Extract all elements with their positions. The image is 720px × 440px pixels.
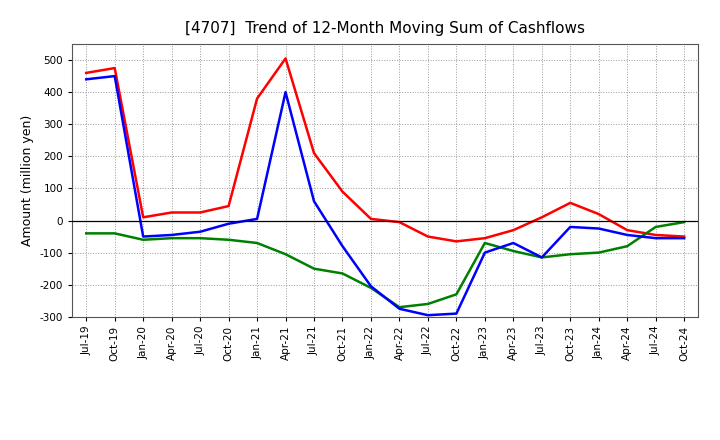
Investing Cashflow <box>423 301 432 307</box>
Investing Cashflow <box>366 285 375 290</box>
Investing Cashflow <box>196 235 204 241</box>
Free Cashflow <box>509 240 518 246</box>
Legend: Operating Cashflow, Investing Cashflow, Free Cashflow: Operating Cashflow, Investing Cashflow, … <box>135 438 635 440</box>
Operating Cashflow <box>395 220 404 225</box>
Investing Cashflow <box>139 237 148 242</box>
Free Cashflow <box>680 235 688 241</box>
Operating Cashflow <box>167 210 176 215</box>
Y-axis label: Amount (million yen): Amount (million yen) <box>21 115 34 246</box>
Operating Cashflow <box>680 234 688 239</box>
Free Cashflow <box>196 229 204 235</box>
Operating Cashflow <box>566 200 575 205</box>
Investing Cashflow <box>652 224 660 230</box>
Operating Cashflow <box>652 232 660 238</box>
Operating Cashflow <box>366 216 375 222</box>
Free Cashflow <box>225 221 233 226</box>
Free Cashflow <box>480 250 489 255</box>
Line: Free Cashflow: Free Cashflow <box>86 76 684 315</box>
Free Cashflow <box>282 89 290 95</box>
Title: [4707]  Trend of 12-Month Moving Sum of Cashflows: [4707] Trend of 12-Month Moving Sum of C… <box>185 21 585 36</box>
Free Cashflow <box>167 232 176 238</box>
Investing Cashflow <box>623 244 631 249</box>
Investing Cashflow <box>338 271 347 276</box>
Operating Cashflow <box>139 215 148 220</box>
Free Cashflow <box>566 224 575 230</box>
Investing Cashflow <box>395 304 404 310</box>
Operating Cashflow <box>480 235 489 241</box>
Line: Investing Cashflow: Investing Cashflow <box>86 222 684 307</box>
Investing Cashflow <box>595 250 603 255</box>
Operating Cashflow <box>282 56 290 61</box>
Free Cashflow <box>139 234 148 239</box>
Free Cashflow <box>423 312 432 318</box>
Operating Cashflow <box>623 227 631 233</box>
Free Cashflow <box>253 216 261 222</box>
Investing Cashflow <box>225 237 233 242</box>
Free Cashflow <box>338 244 347 249</box>
Investing Cashflow <box>110 231 119 236</box>
Operating Cashflow <box>595 212 603 217</box>
Investing Cashflow <box>480 240 489 246</box>
Operating Cashflow <box>509 227 518 233</box>
Operating Cashflow <box>196 210 204 215</box>
Investing Cashflow <box>310 266 318 271</box>
Investing Cashflow <box>509 248 518 253</box>
Investing Cashflow <box>452 292 461 297</box>
Operating Cashflow <box>338 189 347 194</box>
Operating Cashflow <box>110 66 119 71</box>
Investing Cashflow <box>537 255 546 260</box>
Free Cashflow <box>82 77 91 82</box>
Investing Cashflow <box>566 252 575 257</box>
Operating Cashflow <box>310 150 318 156</box>
Free Cashflow <box>452 311 461 316</box>
Line: Operating Cashflow: Operating Cashflow <box>86 59 684 242</box>
Investing Cashflow <box>253 240 261 246</box>
Operating Cashflow <box>82 70 91 76</box>
Free Cashflow <box>652 235 660 241</box>
Free Cashflow <box>366 284 375 289</box>
Free Cashflow <box>110 73 119 79</box>
Free Cashflow <box>595 226 603 231</box>
Investing Cashflow <box>282 252 290 257</box>
Free Cashflow <box>395 306 404 312</box>
Free Cashflow <box>623 232 631 238</box>
Free Cashflow <box>537 255 546 260</box>
Investing Cashflow <box>82 231 91 236</box>
Investing Cashflow <box>167 235 176 241</box>
Operating Cashflow <box>452 239 461 244</box>
Operating Cashflow <box>423 234 432 239</box>
Operating Cashflow <box>253 96 261 101</box>
Operating Cashflow <box>537 215 546 220</box>
Free Cashflow <box>310 198 318 204</box>
Operating Cashflow <box>225 203 233 209</box>
Investing Cashflow <box>680 220 688 225</box>
